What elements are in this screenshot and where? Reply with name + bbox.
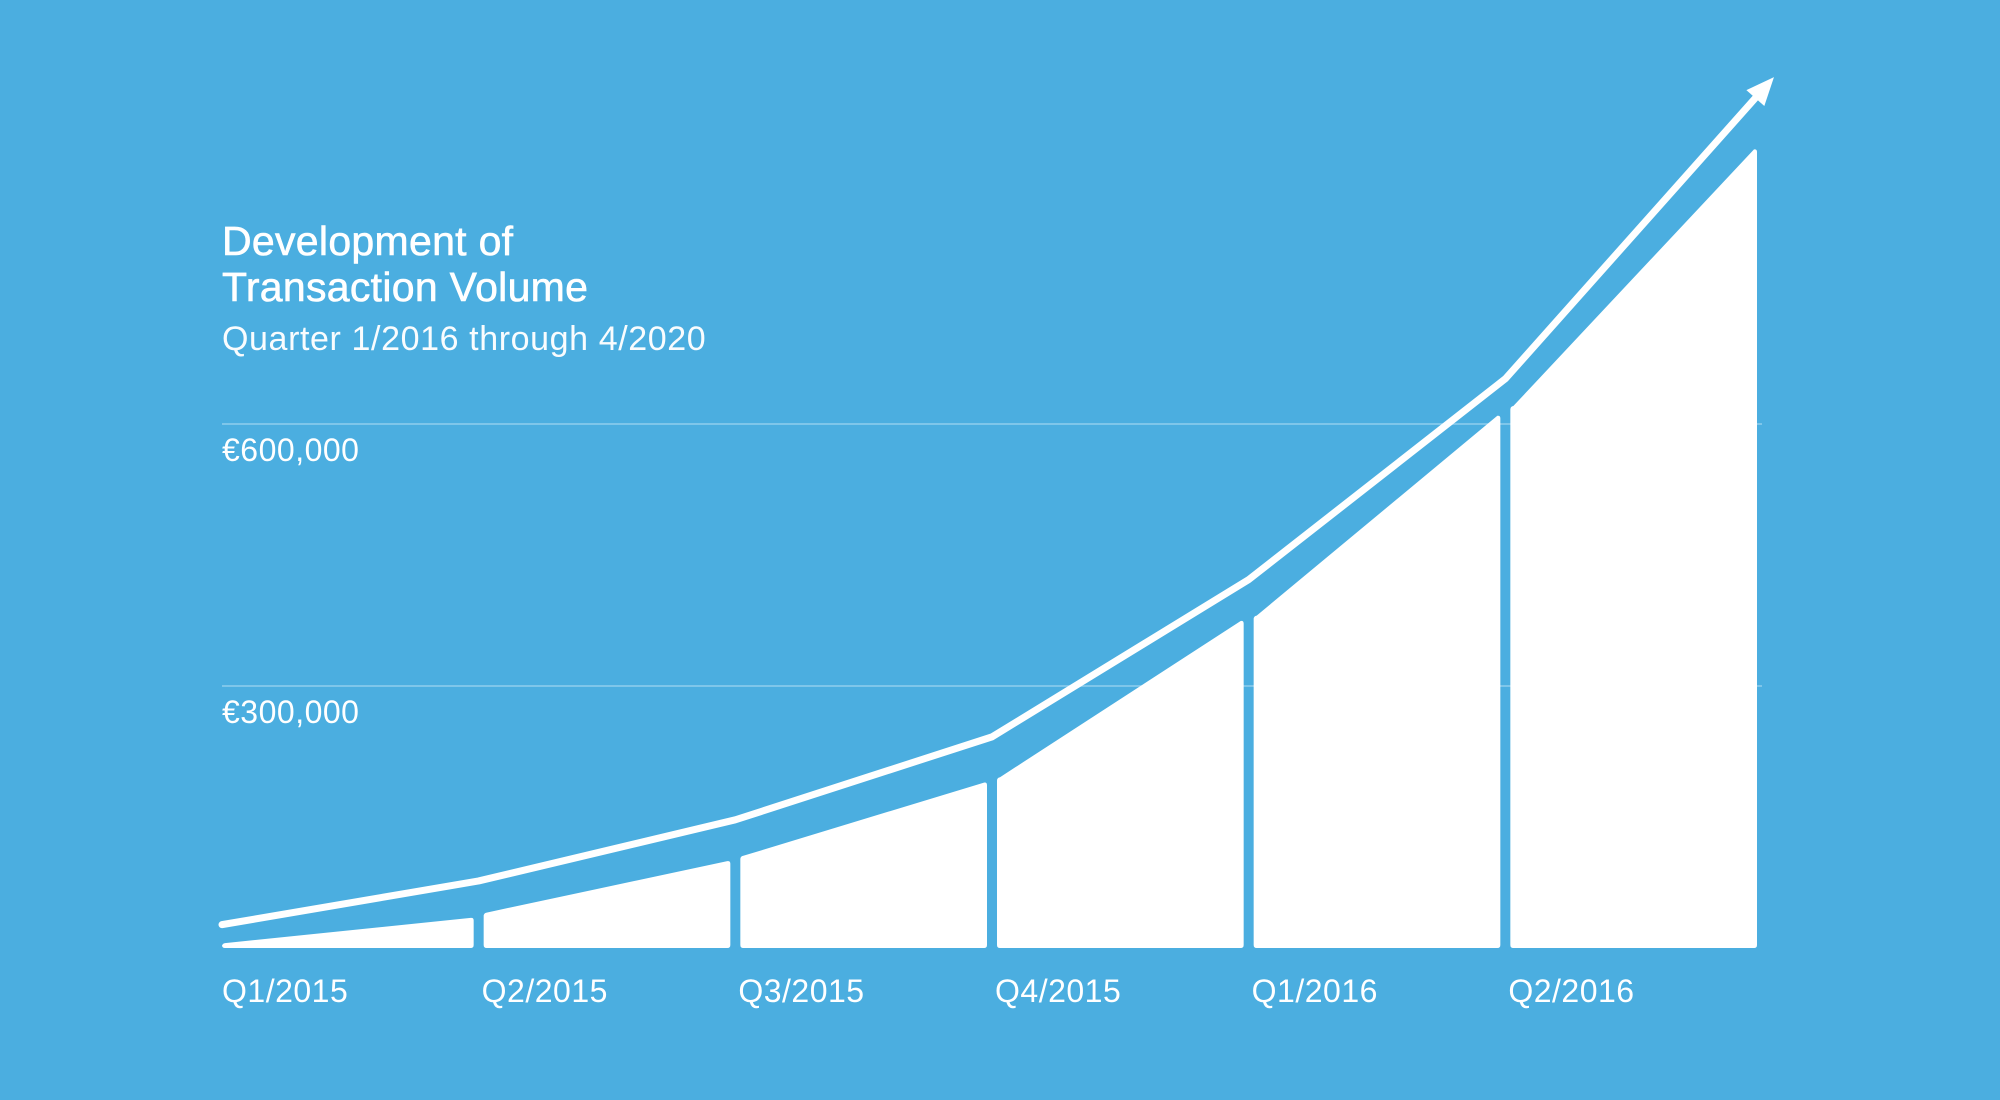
area-segments bbox=[222, 149, 1757, 949]
y-tick-label: €600,000 bbox=[222, 432, 360, 468]
x-tick-label: Q2/2016 bbox=[1508, 973, 1635, 1009]
area-segment-q3-2015 bbox=[740, 782, 987, 948]
grid-layer bbox=[222, 423, 1762, 687]
area-segment-q1-2016 bbox=[1253, 415, 1501, 949]
x-tick-label: Q3/2015 bbox=[738, 973, 865, 1009]
x-tick-label: Q2/2015 bbox=[481, 973, 608, 1009]
x-tick-label: Q4/2015 bbox=[995, 973, 1122, 1009]
trend-arrow-icon bbox=[1746, 77, 1774, 107]
area-segment-q1-2015 bbox=[222, 917, 474, 948]
chart-subtitle: Quarter 1/2016 through 4/2020 bbox=[222, 320, 707, 358]
y-tick-label: €300,000 bbox=[222, 694, 360, 730]
trend-line bbox=[218, 77, 1774, 929]
area-segment-q2-2016 bbox=[1510, 149, 1757, 949]
chart-title-line-2: Transaction Volume bbox=[222, 264, 589, 311]
x-tick-label: Q1/2016 bbox=[1251, 973, 1378, 1009]
area-segment-q4-2015 bbox=[997, 620, 1244, 948]
chart-title-line-1: Development of bbox=[222, 218, 514, 265]
trend-polyline bbox=[218, 90, 1763, 929]
chart-title-block: Development of Transaction Volume Quarte… bbox=[222, 218, 706, 359]
x-tick-label: Q1/2015 bbox=[222, 973, 349, 1009]
area-segment-q2-2015 bbox=[483, 861, 731, 948]
